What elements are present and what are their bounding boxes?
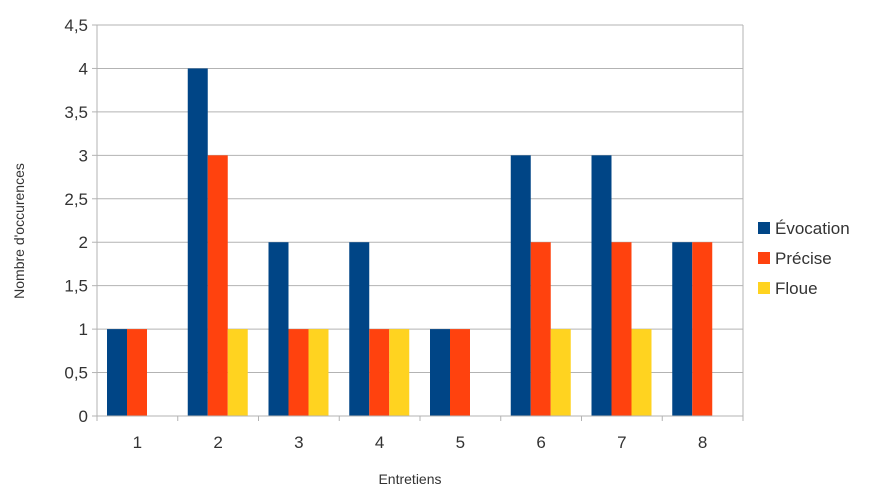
x-axis-title: Entretiens bbox=[378, 471, 441, 487]
x-tick-label: 2 bbox=[213, 433, 222, 452]
legend-swatch bbox=[758, 252, 770, 264]
x-tick-label: 5 bbox=[456, 433, 465, 452]
bar-floue-6 bbox=[550, 329, 571, 416]
y-tick-label: 3 bbox=[79, 146, 88, 165]
bar-precise-1 bbox=[127, 329, 147, 416]
legend-swatch bbox=[758, 282, 770, 294]
bar-precise-8 bbox=[692, 242, 713, 416]
bar-evocation-2 bbox=[187, 68, 208, 416]
axes bbox=[92, 24, 744, 421]
bar-evocation-3 bbox=[268, 242, 289, 416]
bar-floue-4 bbox=[389, 329, 410, 416]
tick-labels: 0 0,5 1 1,5 2 2,5 3 3,5 4 4,5 1 2 3 4 5 6 7 8 bbox=[64, 16, 707, 452]
legend-label: Floue bbox=[775, 279, 818, 298]
bar-precise-4 bbox=[369, 329, 390, 416]
legend-label: Évocation bbox=[775, 219, 850, 238]
bar-precise-6 bbox=[530, 242, 551, 416]
bar-precise-5 bbox=[450, 329, 470, 416]
legend-label: Précise bbox=[775, 249, 832, 268]
y-tick-label: 4 bbox=[79, 59, 88, 78]
bar-floue-7 bbox=[631, 329, 652, 416]
y-tick-label: 2 bbox=[79, 233, 88, 252]
legend: Évocation Précise Floue bbox=[758, 219, 850, 298]
y-tick-label: 4,5 bbox=[64, 16, 88, 35]
y-tick-label: 1 bbox=[79, 320, 88, 339]
bar-evocation-6 bbox=[510, 155, 531, 417]
bar-precise-3 bbox=[288, 329, 309, 416]
y-tick-label: 2,5 bbox=[64, 190, 88, 209]
x-tick-label: 8 bbox=[698, 433, 707, 452]
bars bbox=[107, 68, 713, 417]
bar-evocation-8 bbox=[672, 242, 693, 416]
bar-evocation-4 bbox=[349, 242, 370, 416]
y-tick-label: 0 bbox=[79, 407, 88, 426]
x-tick-label: 4 bbox=[375, 433, 384, 452]
bar-precise-2 bbox=[207, 155, 228, 417]
legend-swatch bbox=[758, 222, 770, 234]
bar-evocation-1 bbox=[107, 329, 127, 416]
x-tick-label: 7 bbox=[617, 433, 626, 452]
bar-precise-7 bbox=[611, 242, 632, 416]
y-tick-label: 0,5 bbox=[64, 364, 88, 383]
x-tick-label: 6 bbox=[536, 433, 545, 452]
y-tick-label: 1,5 bbox=[64, 277, 88, 296]
bar-floue-2 bbox=[227, 329, 248, 416]
x-tick-label: 3 bbox=[294, 433, 303, 452]
bar-evocation-7 bbox=[591, 155, 612, 417]
bar-evocation-5 bbox=[430, 329, 450, 416]
bar-floue-3 bbox=[308, 329, 329, 416]
y-tick-label: 3,5 bbox=[64, 103, 88, 122]
x-tick-label: 1 bbox=[133, 433, 142, 452]
y-axis-title: Nombre d'occurences bbox=[11, 163, 27, 299]
